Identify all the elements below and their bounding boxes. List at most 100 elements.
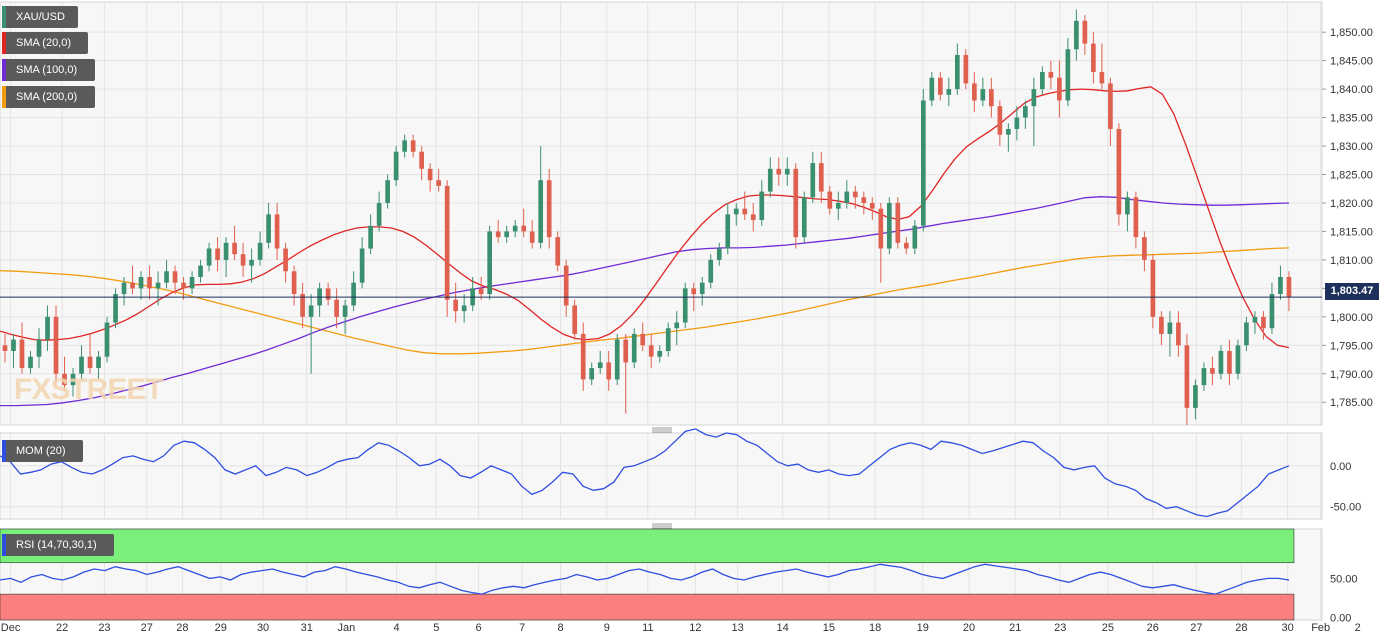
x-tick-label: 20	[963, 622, 975, 634]
candle-body	[461, 305, 467, 312]
candle-body	[2, 345, 8, 351]
x-tick-label: 23	[1054, 622, 1066, 634]
candle-body	[699, 282, 705, 295]
price-panel-bg	[0, 1, 1323, 426]
candle-body	[903, 242, 909, 249]
candle-body	[70, 373, 76, 386]
price-y-tick-label: 1,795.00	[1330, 340, 1373, 352]
x-tick-label: 12	[689, 622, 701, 634]
candle-body	[113, 294, 118, 323]
candle-body	[172, 271, 178, 283]
candle-body	[419, 151, 424, 169]
candle-body	[1150, 259, 1156, 317]
candle-body	[1278, 276, 1283, 295]
x-tick-label: 31	[301, 622, 313, 634]
candle-body	[1176, 322, 1181, 346]
legend-sma100-swatch	[2, 59, 6, 81]
price-y-tick-label: 1,785.00	[1330, 397, 1373, 409]
candle-body	[793, 168, 799, 238]
candle-body	[521, 225, 527, 232]
candle-body	[1244, 322, 1249, 346]
candle-body	[784, 168, 790, 175]
price-y-tick-label: 1,845.00	[1330, 56, 1373, 68]
candle-body	[954, 54, 960, 90]
legend-rsi[interactable]: RSI (14,70,30,1)	[2, 534, 114, 556]
candle-body	[563, 265, 569, 306]
candle-body	[45, 316, 50, 340]
candle-body	[385, 180, 390, 203]
legend-symbol[interactable]: XAU/USD	[2, 6, 78, 28]
candle-body	[546, 180, 552, 238]
mom-y-tick-label: -50.00	[1330, 502, 1361, 514]
candle-body	[963, 54, 969, 84]
candle-body	[334, 299, 339, 317]
candle-body	[155, 282, 161, 289]
candle-body	[665, 328, 671, 351]
candle-body	[147, 276, 152, 289]
candle-body	[1167, 322, 1173, 334]
x-tick-label: 30	[1282, 622, 1294, 634]
candle-body	[410, 140, 416, 152]
x-tick-label: 9	[604, 622, 610, 634]
legend-sma100[interactable]: SMA (100,0)	[2, 59, 95, 81]
legend-sma200[interactable]: SMA (200,0)	[2, 86, 95, 108]
candle-body	[62, 373, 67, 386]
candle-body	[274, 214, 280, 249]
candle-body	[87, 356, 93, 369]
candle-body	[929, 77, 935, 101]
candle-body	[376, 202, 382, 226]
x-tick-label: Jan	[337, 622, 355, 634]
sma20-line	[0, 86, 1290, 349]
candle-body	[79, 356, 84, 374]
candle-body	[538, 180, 544, 243]
legend-symbol-label: XAU/USD	[16, 11, 65, 23]
price-y-tick-label: 1,800.00	[1330, 312, 1373, 324]
candle-body	[1023, 106, 1028, 118]
candle-body	[1227, 350, 1232, 374]
candle-body	[878, 208, 884, 249]
legend-sma200-label: SMA (200,0)	[16, 91, 78, 103]
candle-body	[96, 356, 101, 369]
x-tick-label: 8	[557, 622, 563, 634]
price-y-tick-label: 1,825.00	[1330, 170, 1373, 182]
x-tick-label: 4	[394, 622, 400, 634]
sma100-line	[0, 196, 1290, 407]
x-tick-label: 29	[215, 622, 227, 634]
legend-sma20[interactable]: SMA (20,0)	[2, 32, 88, 54]
legend-mom-swatch	[2, 440, 6, 462]
candle-body	[1091, 43, 1096, 73]
x-tick-label: 19	[917, 622, 929, 634]
x-tick-label: 6	[476, 622, 482, 634]
candle-body	[750, 214, 756, 221]
x-tick-label: 30	[257, 622, 269, 634]
x-tick-label: 22	[56, 622, 68, 634]
candle-body	[478, 288, 484, 295]
candle-body	[1074, 20, 1079, 50]
candle-body	[682, 288, 688, 323]
candle-body	[606, 362, 612, 380]
candle-body	[215, 248, 220, 260]
candle-body	[691, 288, 697, 295]
x-tick-label: 28	[176, 622, 188, 634]
candle-body	[708, 259, 714, 283]
rsi-y-tick-label: 0.00	[1330, 613, 1351, 625]
candle-body	[436, 180, 441, 186]
candle-body	[257, 242, 263, 260]
candle-body	[1048, 72, 1054, 78]
candle-body	[1082, 20, 1088, 44]
x-tick-label: 28	[1235, 622, 1247, 634]
candle-body	[648, 345, 654, 357]
candle-body	[1099, 72, 1105, 84]
candle-body	[852, 191, 858, 198]
legend-mom[interactable]: MOM (20)	[2, 440, 83, 462]
candle-body	[674, 322, 680, 329]
candle-body	[886, 202, 892, 249]
candle-body	[121, 282, 127, 295]
candle-body	[716, 248, 722, 260]
candle-body	[1040, 72, 1045, 90]
candle-body	[1210, 368, 1215, 374]
legend-symbol-swatch	[2, 6, 6, 28]
candle-body	[28, 356, 33, 369]
candle-body	[308, 305, 314, 317]
